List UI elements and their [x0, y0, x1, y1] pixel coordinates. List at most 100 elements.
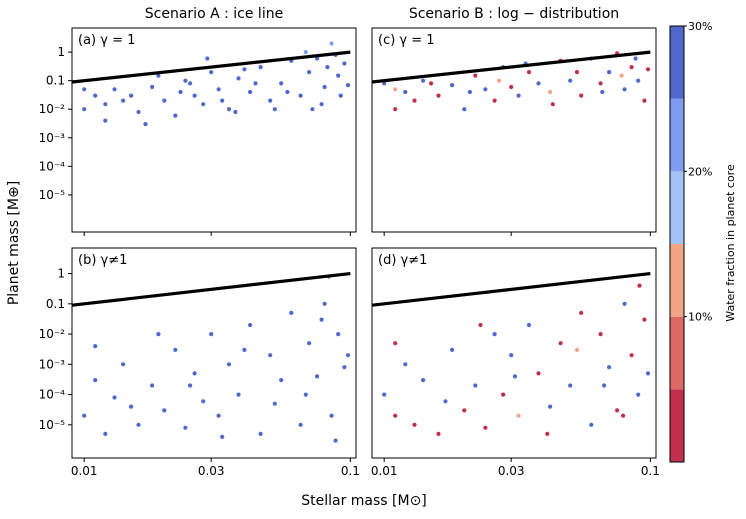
scatter-point: [333, 438, 338, 443]
scatter-point: [607, 70, 612, 75]
scatter-point: [93, 93, 98, 98]
scatter-point: [93, 344, 98, 349]
scatter-point: [393, 107, 398, 112]
colorbar-bin: [670, 26, 684, 99]
colorbar-tick-label: 30%: [688, 20, 712, 33]
scatter-point: [315, 374, 320, 379]
scatter-point: [279, 81, 284, 86]
scatter-point: [338, 93, 343, 98]
scatter-point: [201, 102, 206, 107]
scatter-point: [436, 431, 441, 436]
scatter-point: [183, 78, 188, 83]
scatter-point: [382, 392, 387, 397]
scatter-point: [568, 78, 573, 83]
scatter-point: [298, 422, 303, 427]
scatter-point: [178, 89, 183, 95]
scatter-point: [393, 341, 398, 346]
scatter-point: [342, 365, 347, 370]
colorbar-bin: [670, 98, 684, 172]
y-axis-label: Planet mass [M⊕]: [6, 181, 22, 305]
scatter-point: [589, 422, 594, 427]
scatter-point: [103, 118, 108, 123]
scatter-point: [636, 392, 641, 397]
scatter-point: [272, 107, 277, 112]
scatter-point: [548, 89, 553, 95]
scatter-point: [192, 93, 197, 98]
y-tick-label: 10⁻²: [39, 102, 66, 116]
scatter-point: [536, 81, 541, 86]
colorbar-tick-label: 10%: [688, 311, 712, 324]
colorbar-bin: [670, 389, 684, 462]
panel-frame: [71, 247, 357, 459]
scatter-point: [103, 102, 108, 107]
panel-label: (c) γ = 1: [378, 33, 435, 48]
scatter-point: [443, 399, 448, 404]
y-tick-label: 0.1: [46, 74, 65, 88]
panel-a-ice-line-gamma-1: (a) γ = 1 1 0.1 10⁻² 10⁻³ 10⁻⁴ 10⁻⁵: [39, 27, 357, 236]
scatter-point: [579, 310, 584, 315]
colorbar-bin: [670, 244, 684, 317]
scatter-point: [509, 84, 514, 90]
scatter-point: [173, 347, 178, 352]
scatter-point: [192, 371, 197, 376]
scatter-point: [143, 122, 148, 127]
colorbar-bin: [670, 171, 684, 244]
scatter-point: [298, 93, 303, 98]
scatter-point: [226, 107, 232, 112]
scatter-point: [336, 73, 341, 78]
scatter-point: [129, 93, 134, 98]
scatter-point: [645, 371, 651, 376]
panel-frame: [371, 27, 657, 233]
scatter-point: [622, 301, 627, 306]
scatter-point: [492, 332, 497, 337]
scatter-point: [268, 98, 273, 103]
scatter-point: [579, 93, 584, 98]
x-tick-label: 0.1: [341, 464, 360, 478]
scatter-point: [103, 431, 108, 436]
scatter-point: [156, 73, 161, 78]
scatter-point: [429, 81, 434, 86]
scatter-point: [173, 113, 178, 118]
scatter-point: [236, 392, 241, 397]
scatter-point: [467, 89, 472, 95]
scatter-point: [156, 332, 161, 337]
scatter-point: [403, 89, 408, 95]
scatter-point: [436, 93, 441, 98]
scatter-point: [478, 322, 483, 328]
scatter-point: [82, 413, 87, 418]
y-tick-label: 0.1: [46, 297, 65, 311]
scatter-point: [162, 408, 167, 413]
scatter-point: [536, 371, 541, 376]
scatter-point: [233, 109, 238, 115]
scatter-point: [279, 378, 284, 383]
x-axis-label: Stellar mass [M⊙]: [301, 493, 427, 509]
scatter-point: [393, 87, 398, 92]
scatter-point: [209, 70, 214, 75]
scatter-point: [112, 395, 117, 400]
scatter-point: [622, 87, 627, 92]
scatter-point: [336, 332, 341, 337]
scatter-point: [303, 50, 308, 55]
scatter-point: [82, 87, 87, 92]
panel-b-ice-line-gamma-not-1: (b) γ≠1 0.01 0.03 0.1 1 0.1 10⁻² 10⁻³ 10⁻⁴ 10⁻⁵: [39, 247, 360, 478]
scatter-point: [248, 89, 253, 95]
scatter-point: [342, 61, 347, 66]
scatter-point: [637, 283, 642, 288]
scatter-point: [550, 102, 555, 107]
scatter-point: [319, 102, 324, 107]
panel-label: (d) γ≠1: [378, 253, 427, 268]
x-tick-label: 0.03: [498, 464, 525, 478]
scatter-point: [93, 378, 98, 383]
scatter-point: [307, 341, 312, 346]
scatter-point: [629, 65, 634, 70]
scatter-point: [136, 109, 141, 115]
scatter-point: [568, 383, 573, 388]
scatter-point: [319, 317, 324, 322]
scatter-point: [322, 84, 327, 90]
scatter-point: [183, 425, 188, 430]
scatter-point: [236, 76, 241, 81]
y-tick-label: 1: [57, 45, 65, 59]
scatter-point: [462, 107, 467, 112]
panel-frame: [71, 27, 357, 233]
scatter-point: [272, 401, 277, 406]
